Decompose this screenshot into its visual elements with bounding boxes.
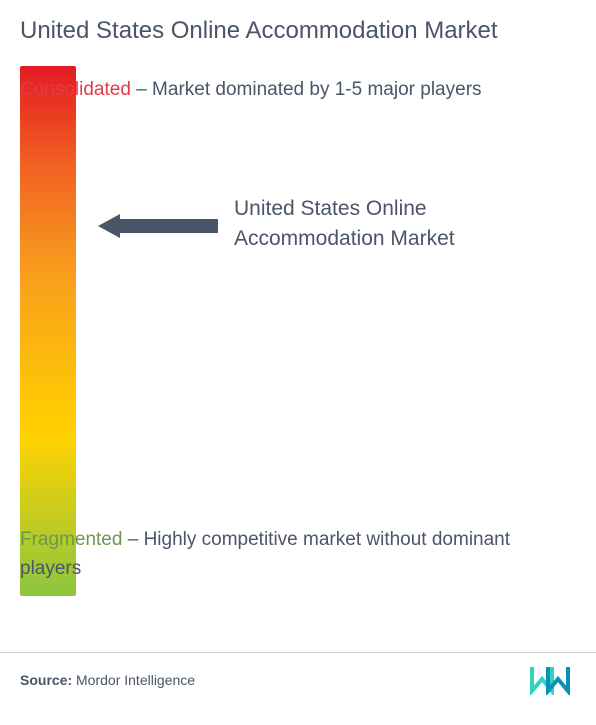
label-fragmented: Fragmented – Highly competitive market w… bbox=[20, 526, 576, 583]
page-title: United States Online Accommodation Marke… bbox=[20, 15, 576, 46]
arrow-indicator bbox=[98, 214, 218, 238]
mordor-logo-icon bbox=[528, 665, 576, 695]
consolidated-highlight: Consolidated bbox=[20, 79, 131, 100]
source-label: Source: bbox=[20, 672, 76, 688]
source-text: Source: Mordor Intelligence bbox=[20, 672, 195, 688]
gradient-bar bbox=[20, 66, 76, 596]
arrow-body bbox=[120, 219, 218, 233]
footer: Source: Mordor Intelligence bbox=[0, 652, 596, 695]
consolidated-text: – Market dominated by 1-5 major players bbox=[131, 79, 482, 100]
label-consolidated: Consolidated – Market dominated by 1-5 m… bbox=[20, 76, 482, 105]
arrow-head-icon bbox=[98, 214, 120, 238]
fragmented-highlight: Fragmented bbox=[20, 529, 122, 550]
chart-container: Consolidated – Market dominated by 1-5 m… bbox=[20, 66, 576, 596]
source-value: Mordor Intelligence bbox=[76, 672, 195, 688]
market-label: United States Online Accommodation Marke… bbox=[234, 194, 574, 253]
